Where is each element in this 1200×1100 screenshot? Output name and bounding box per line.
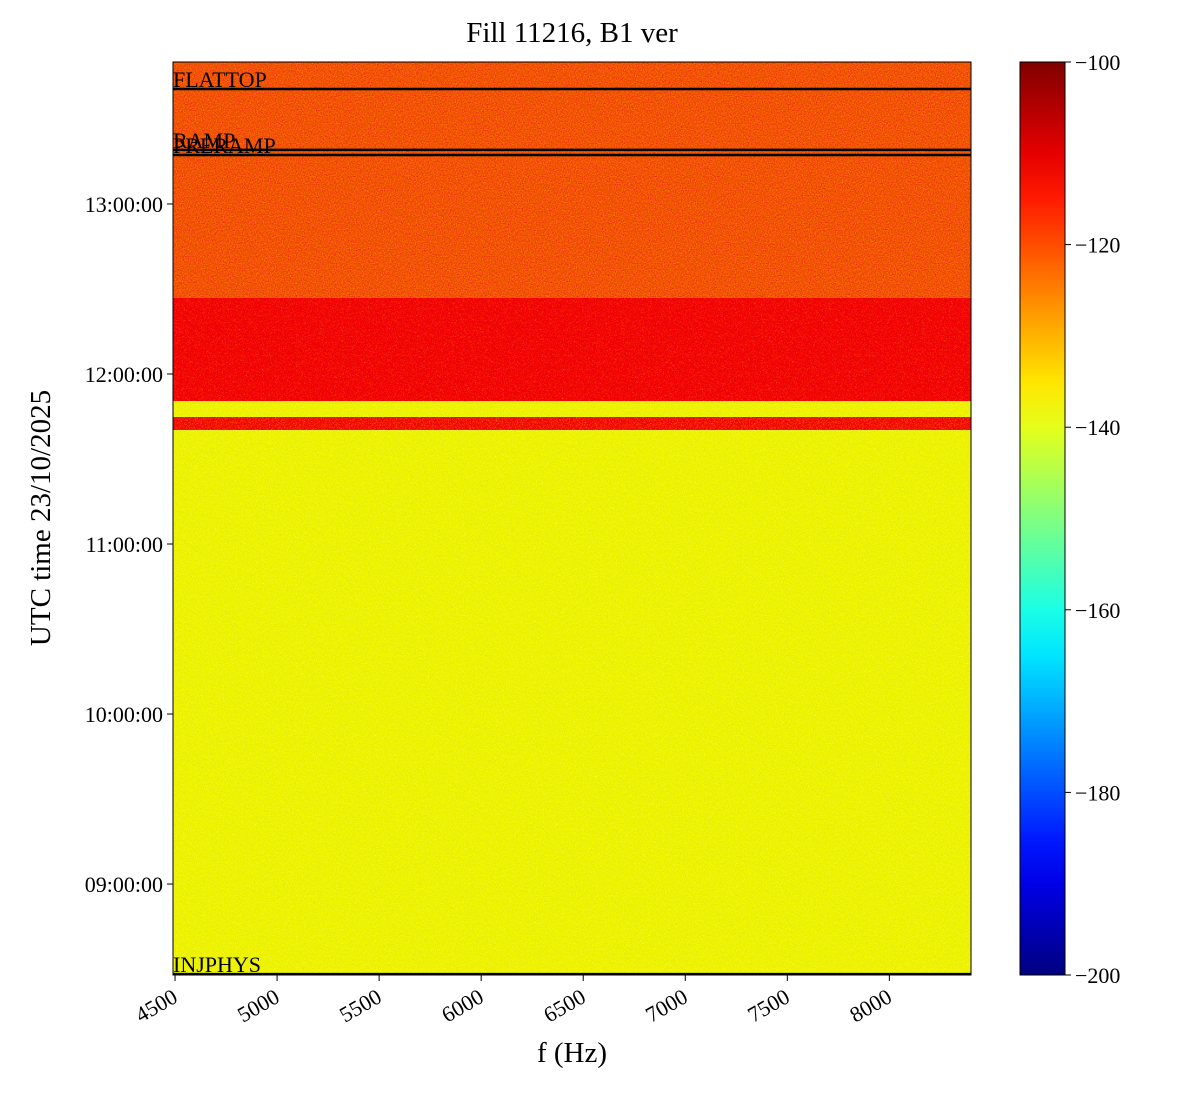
spectrogram-band [173,297,971,402]
x-axis-label: f (Hz) [537,1037,607,1069]
y-tick-label: 10:00:00 [85,702,163,727]
colorbar-gradient [1019,61,1066,976]
chart-title: Fill 11216, B1 ver [466,17,678,49]
spectrogram-band [173,401,971,417]
x-tick-label: 7500 [743,984,794,1028]
x-tick-label: 6500 [539,984,590,1028]
event-label: FLATTOP [173,67,267,92]
colorbar-tick-label: −180 [1075,780,1120,805]
event-label: INJPHYS [173,952,261,977]
x-tick-label: 7000 [641,984,692,1028]
x-tick-label: 5000 [233,984,284,1028]
spectrogram-band [173,430,971,975]
x-tick-label: 8000 [845,984,896,1028]
y-axis-label: UTC time 23/10/2025 [25,390,57,646]
y-tick-label: 11:00:00 [86,532,163,557]
colorbar-tick-label: −100 [1075,50,1120,75]
x-tick-label: 6000 [437,984,488,1028]
y-tick-label: 09:00:00 [85,872,163,897]
y-tick-label: 13:00:00 [85,192,163,217]
colorbar-tick-label: −140 [1075,415,1120,440]
y-tick-label: 12:00:00 [85,362,163,387]
event-label: PRERAMP [173,133,276,158]
plot-frame [172,61,972,976]
colorbar-tick-label: −120 [1075,233,1120,258]
x-tick-label: 5500 [335,984,386,1028]
event-label: RAMP [173,128,235,153]
colorbar-tick-label: −160 [1075,598,1120,623]
colorbar-tick-label: −200 [1075,963,1120,988]
colorbar: −200 −180 −160 −140 −120 −100 [1019,50,1120,988]
x-tick-label: 4500 [131,984,182,1028]
spectrogram-band [173,416,971,431]
spectrogram-band [173,62,971,298]
